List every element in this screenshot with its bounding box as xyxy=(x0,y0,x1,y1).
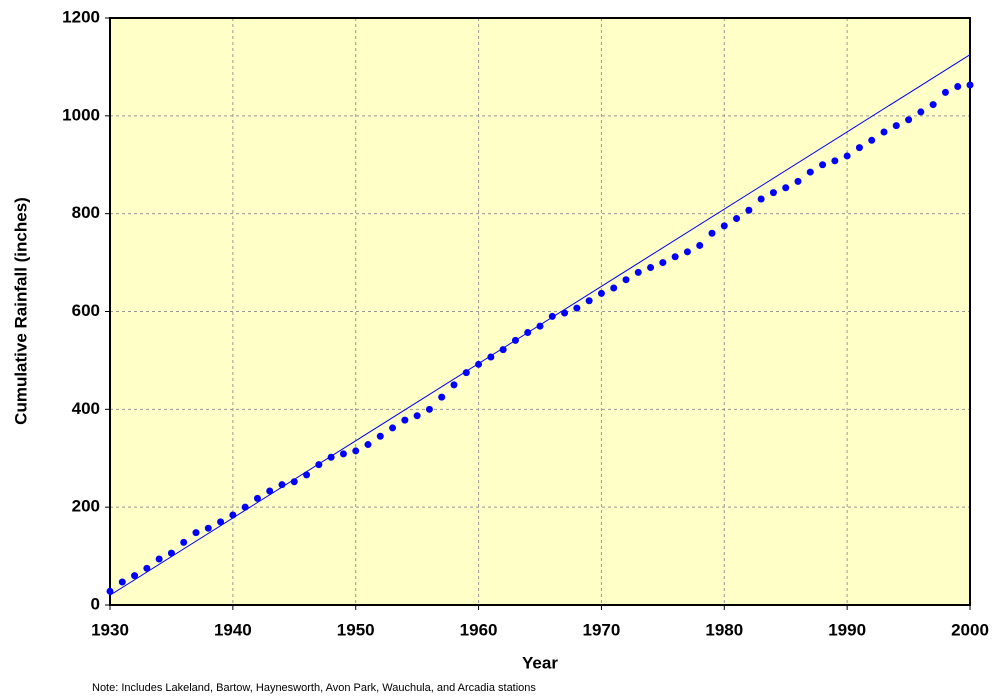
x-tick-label: 1930 xyxy=(91,620,129,639)
data-point xyxy=(438,393,446,401)
data-point xyxy=(327,453,335,461)
data-point xyxy=(941,88,949,96)
data-point xyxy=(376,432,384,440)
data-point xyxy=(966,81,974,89)
data-point xyxy=(954,82,962,90)
data-point xyxy=(757,195,765,203)
data-point xyxy=(364,441,372,449)
data-point xyxy=(597,289,605,297)
data-point xyxy=(929,101,937,109)
data-point xyxy=(155,555,163,563)
x-tick-label: 1940 xyxy=(214,620,252,639)
data-point xyxy=(401,416,409,424)
data-point xyxy=(253,494,261,502)
data-point xyxy=(487,353,495,361)
y-tick-label: 0 xyxy=(91,594,100,613)
data-point xyxy=(118,578,126,586)
data-point xyxy=(831,157,839,165)
x-axis-label: Year xyxy=(522,653,558,672)
data-point xyxy=(524,329,532,337)
data-point xyxy=(475,360,483,368)
data-point xyxy=(573,304,581,312)
data-point xyxy=(819,161,827,169)
data-point xyxy=(745,206,753,214)
data-point xyxy=(585,297,593,305)
data-point xyxy=(352,447,360,455)
data-point xyxy=(389,424,397,432)
x-tick-label: 1990 xyxy=(828,620,866,639)
data-point xyxy=(782,184,790,192)
data-point xyxy=(905,116,913,124)
data-point xyxy=(548,312,556,320)
data-point xyxy=(511,336,519,344)
data-point xyxy=(880,128,888,136)
data-point xyxy=(217,518,225,526)
data-point xyxy=(696,241,704,249)
y-tick-label: 400 xyxy=(72,399,100,418)
data-point xyxy=(708,229,716,237)
data-point xyxy=(634,268,642,276)
data-point xyxy=(266,487,274,495)
data-point xyxy=(131,572,139,580)
x-tick-label: 1960 xyxy=(460,620,498,639)
data-point xyxy=(794,177,802,185)
data-point xyxy=(671,253,679,261)
data-point xyxy=(806,168,814,176)
data-point xyxy=(143,564,151,572)
y-tick-label: 1000 xyxy=(62,105,100,124)
data-point xyxy=(106,587,114,595)
data-point xyxy=(610,284,618,292)
x-tick-label: 1970 xyxy=(583,620,621,639)
data-point xyxy=(855,144,863,152)
data-point xyxy=(462,369,470,377)
data-point xyxy=(241,503,249,511)
note: Note: Includes Lakeland, Bartow, Haynesw… xyxy=(92,682,536,694)
data-point xyxy=(536,322,544,330)
data-point xyxy=(683,248,691,256)
data-point xyxy=(425,405,433,413)
data-point xyxy=(659,259,667,267)
data-point xyxy=(413,412,421,420)
data-point xyxy=(180,538,188,546)
y-axis-label: Cumulative Rainfall (inches) xyxy=(11,197,30,425)
data-point xyxy=(843,152,851,160)
data-point xyxy=(917,108,925,116)
data-point xyxy=(278,481,286,489)
data-point xyxy=(303,471,311,479)
plot-frame xyxy=(109,17,971,606)
data-point xyxy=(229,511,237,519)
y-tick-label: 600 xyxy=(72,301,100,320)
y-tick-label: 800 xyxy=(72,203,100,222)
x-tick-label: 1980 xyxy=(705,620,743,639)
data-point xyxy=(339,450,347,458)
data-point xyxy=(450,381,458,389)
data-point xyxy=(499,346,507,354)
data-point xyxy=(892,122,900,130)
data-point xyxy=(561,309,569,317)
data-point xyxy=(192,529,200,537)
data-point xyxy=(204,524,212,532)
data-point xyxy=(167,549,175,557)
x-tick-label: 2000 xyxy=(951,620,989,639)
y-tick-label: 1200 xyxy=(62,7,100,26)
data-point xyxy=(868,136,876,144)
x-tick-label: 1950 xyxy=(337,620,375,639)
data-point xyxy=(622,276,630,284)
data-point xyxy=(720,222,728,230)
data-point xyxy=(733,215,741,223)
y-tick-label: 200 xyxy=(72,497,100,516)
data-point xyxy=(315,461,323,469)
data-point xyxy=(647,263,655,271)
data-point xyxy=(290,478,298,486)
data-point xyxy=(769,189,777,197)
